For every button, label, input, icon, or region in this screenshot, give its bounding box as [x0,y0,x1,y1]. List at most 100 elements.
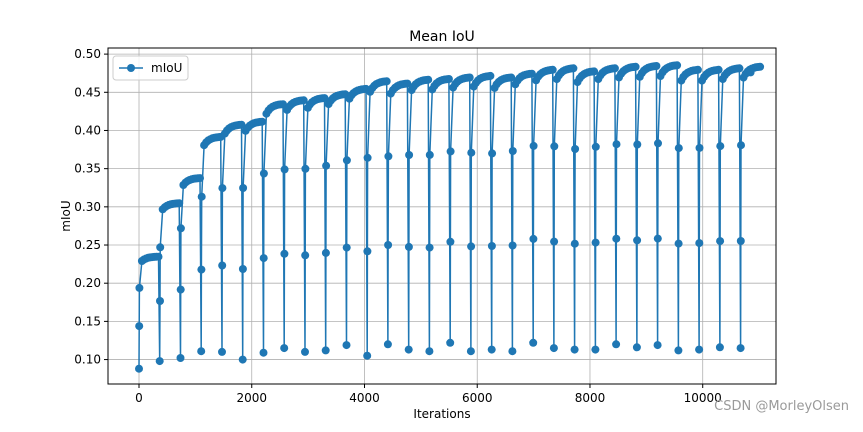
data-point [488,149,497,158]
data-point [321,346,330,355]
data-point [446,338,455,347]
data-point [197,265,206,274]
data-point [631,62,640,71]
data-point [569,64,578,73]
data-point [342,341,351,350]
data-point [259,348,268,357]
data-point [612,234,621,243]
data-point [135,364,143,373]
chart-title: Mean IoU [409,29,475,45]
x-tick-label: 8000 [575,391,606,405]
data-point [258,117,267,126]
data-point [756,62,765,71]
data-point [693,65,702,74]
data-point [301,164,310,173]
data-point [156,243,165,252]
data-point [591,142,600,151]
legend-marker [127,64,135,72]
data-point [653,341,662,350]
data-point [529,141,538,150]
data-point [695,239,704,248]
data-point [550,237,559,246]
data-point [320,94,329,103]
data-point [737,141,745,150]
data-point [674,144,683,153]
data-point [695,143,704,152]
data-point [467,148,476,157]
data-point [654,139,662,148]
data-point [633,140,642,149]
data-point [487,242,496,250]
data-point [259,254,268,263]
data-point [736,237,745,245]
data-point [363,247,372,256]
data-point [466,347,475,356]
data-point [218,347,226,356]
data-point [301,251,310,260]
y-tick-label: 0.30 [74,200,101,214]
data-point [424,75,433,84]
data-point [175,199,184,208]
watermark: CSDN @MorleyOlsen [714,399,849,414]
data-point [259,169,268,178]
x-tick-label: 2000 [236,391,267,405]
data-point [570,345,579,354]
data-point [384,152,393,161]
data-point [548,65,557,74]
data-point [301,347,309,356]
data-point [299,96,308,105]
x-tick-label: 10000 [684,391,722,405]
y-tick-label: 0.35 [74,162,101,176]
data-point [465,73,474,82]
data-point [322,161,331,170]
x-tick-label: 6000 [462,391,493,405]
data-point [384,241,393,249]
data-point [176,285,185,294]
data-point [529,338,538,347]
data-point [570,239,579,248]
data-point [716,142,725,151]
data-point [383,340,392,349]
data-point [550,142,559,151]
y-tick-label: 0.25 [74,238,101,252]
data-point [135,283,144,292]
data-point [197,192,206,201]
data-point [156,297,164,305]
data-point [280,249,289,258]
data-point [695,345,704,354]
data-point [444,75,453,83]
data-point [508,147,517,155]
data-point [404,345,413,354]
y-axis-label: mIoU [59,200,73,231]
data-point [508,347,517,356]
data-point [486,71,495,80]
data-point [714,65,723,74]
data-point [280,165,289,174]
data-point [529,234,538,243]
data-point [425,150,434,159]
data-point [652,62,661,70]
grid [108,48,776,384]
data-point [612,140,621,149]
y-tick-label: 0.20 [74,276,101,290]
data-point [218,184,227,193]
data-point [196,174,204,183]
data-point [237,120,246,129]
data-point [716,237,725,246]
y-tick-label: 0.40 [74,123,101,137]
data-point [342,156,351,165]
data-point [197,347,206,356]
data-point [507,73,516,82]
data-point [404,242,413,251]
series-mIoU [135,61,765,373]
axis-ticks: 0 2000 4000 6000 8000 10000 0.10 0.15 0.20 0.25 0.… [74,47,722,405]
data-point [363,153,372,162]
data-point [176,224,185,233]
data-point [746,68,755,77]
data-point [342,243,351,252]
data-point [674,239,683,248]
data-point [549,344,558,353]
data-point [280,344,289,353]
data-point [591,238,600,247]
